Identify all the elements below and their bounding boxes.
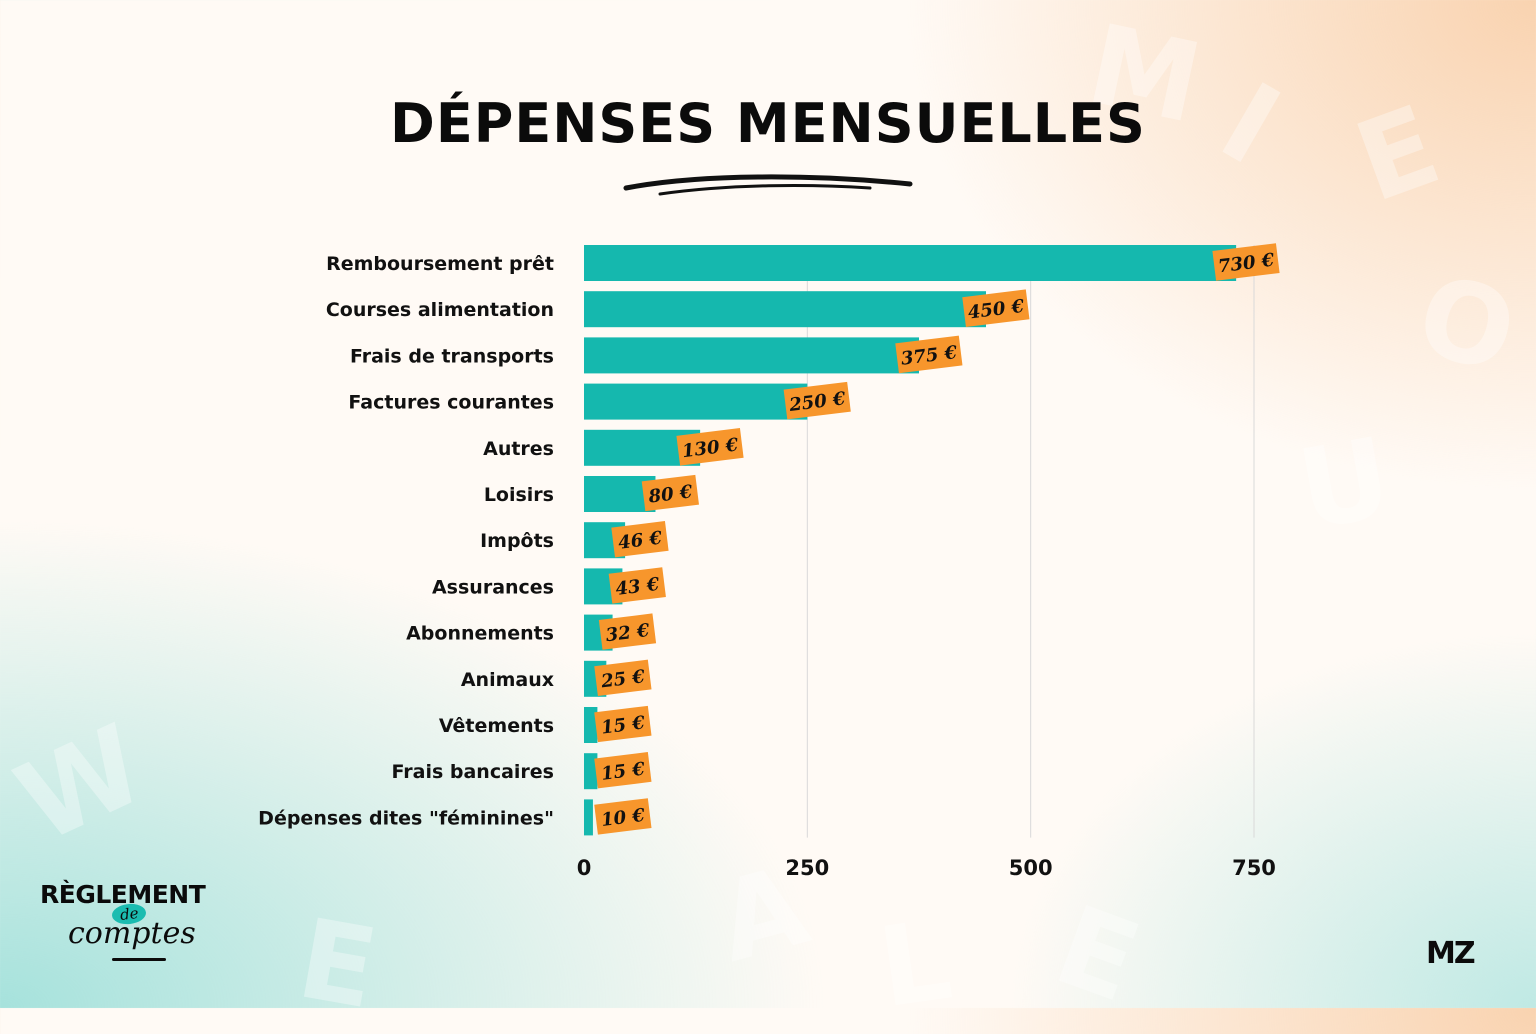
value-tag: 730 € (1212, 243, 1280, 281)
value-tag-background (594, 659, 652, 696)
category-label: Frais bancaires (391, 761, 554, 783)
value-tag-background (783, 381, 851, 420)
title-underline-brush (623, 174, 913, 196)
category-label: Remboursement prêt (326, 253, 554, 275)
value-tag-background (594, 798, 652, 835)
value-tag-background (598, 613, 657, 650)
value-tag: 25 € (594, 659, 652, 696)
value-tag-background (608, 567, 666, 604)
value-tag: 46 € (611, 521, 669, 558)
x-tick-label: 0 (577, 856, 592, 880)
value-tag: 43 € (608, 567, 666, 604)
category-label: Animaux (461, 669, 554, 691)
reglement-de-comptes-logo: RÈGLEMENT comptes de (40, 880, 240, 970)
value-tag: 80 € (641, 474, 699, 512)
value-tag: 450 € (962, 289, 1030, 327)
category-label: Abonnements (406, 623, 554, 645)
category-label: Frais de transports (350, 345, 554, 367)
value-labels: 730 € 450 € 375 € 250 € 130 € 80 € 46 € 43 € 32 … (594, 243, 1280, 835)
value-tag-background (611, 521, 669, 558)
gridlines (806, 245, 1255, 838)
bar (584, 245, 1237, 281)
value-tag-background (594, 705, 652, 743)
category-label: Vêtements (439, 715, 554, 737)
value-tag: 32 € (598, 613, 657, 650)
category-label: Assurances (432, 576, 554, 598)
logo-underline (112, 958, 166, 961)
category-labels: Remboursement prêt Courses alimentation Fr… (258, 253, 554, 829)
bar (584, 799, 593, 836)
value-tag: 10 € (594, 798, 652, 835)
bar (584, 383, 808, 420)
category-label: Autres (483, 438, 554, 460)
value-tag: 250 € (783, 381, 851, 420)
x-axis-ticks: 0 250 500 750 (577, 856, 1276, 880)
brand-mark: MZ (1426, 936, 1476, 971)
value-tag: 15 € (594, 705, 652, 743)
chart-title: DÉPENSES MENSUELLES (390, 92, 1146, 155)
value-tag-background (594, 752, 652, 789)
x-tick-label: 500 (1009, 856, 1053, 880)
bar (584, 291, 986, 328)
category-label: Courses alimentation (326, 299, 554, 321)
value-tag-background (641, 474, 699, 512)
value-tag-background (895, 335, 963, 374)
category-label: Impôts (480, 530, 554, 552)
value-tag: 15 € (594, 752, 652, 789)
value-tag-background (962, 289, 1030, 327)
category-label: Dépenses dites "féminines" (258, 807, 554, 829)
bar (584, 753, 598, 790)
bar (584, 337, 919, 374)
x-tick-label: 250 (785, 856, 829, 880)
bars (584, 245, 1237, 836)
bar (584, 707, 598, 743)
category-label: Factures courantes (348, 392, 554, 414)
value-tag: 130 € (676, 428, 744, 466)
category-label: Loisirs (484, 484, 554, 506)
bar-chart: Remboursement prêt Courses alimentation Fr… (258, 243, 1280, 880)
value-tag-background (1212, 243, 1280, 281)
x-tick-label: 750 (1232, 856, 1276, 880)
value-tag: 375 € (895, 335, 963, 374)
value-tag-background (676, 428, 744, 466)
